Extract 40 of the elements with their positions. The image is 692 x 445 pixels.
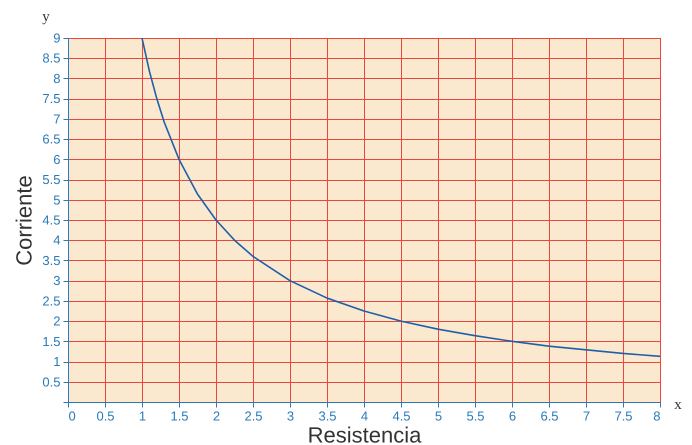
y-tick-label: 4.5 bbox=[42, 212, 60, 228]
x-tick-label: 0 bbox=[68, 408, 76, 424]
y-tick-label: 6.5 bbox=[42, 132, 60, 147]
y-tick-label: 2 bbox=[53, 314, 60, 329]
x-tick-label: 1.5 bbox=[170, 408, 189, 424]
y-tick-label: 8.5 bbox=[42, 50, 60, 66]
y-tick-label: 8 bbox=[53, 70, 60, 86]
x-tick-label: 7.5 bbox=[614, 408, 633, 424]
x-tick-label: 4 bbox=[360, 408, 368, 424]
x-tick-label: 0.5 bbox=[96, 408, 115, 424]
y-tick-label: 7.5 bbox=[42, 91, 60, 106]
x-tick-label: 6 bbox=[508, 408, 516, 424]
text: x bbox=[674, 397, 682, 413]
y-tick-label: 3.5 bbox=[42, 252, 60, 268]
x-tick-label: 5 bbox=[434, 408, 442, 424]
y-tick-label: 3 bbox=[53, 273, 60, 288]
y-tick-label: 7 bbox=[53, 111, 60, 126]
x-tick-label: 4.5 bbox=[392, 408, 411, 424]
line-series bbox=[141, 37, 661, 358]
y-tick-label: 1.5 bbox=[42, 334, 60, 349]
text: y bbox=[42, 9, 50, 25]
y-tick-label: 5 bbox=[53, 192, 60, 208]
x-tick-label: 8 bbox=[653, 408, 660, 424]
x-tick-label: 7 bbox=[582, 408, 590, 424]
x-tick-label: 5.5 bbox=[466, 408, 485, 424]
x-axis-title: Resistencia bbox=[308, 422, 422, 445]
y-tick-label: 1 bbox=[53, 354, 60, 370]
y-tick-label: 2.5 bbox=[42, 293, 60, 308]
x-tick-label: 1 bbox=[138, 408, 146, 424]
x-tick-label: 2 bbox=[212, 408, 220, 424]
x-tick-label: 3.5 bbox=[318, 408, 337, 424]
y-tick-label: 5.5 bbox=[42, 172, 60, 188]
y-tick-label: 6 bbox=[53, 152, 60, 167]
y-tick-label: 9 bbox=[53, 30, 60, 46]
y-tick-label: 4 bbox=[53, 232, 60, 248]
x-tick-label: 3 bbox=[286, 408, 294, 424]
x-tick-label: 6.5 bbox=[540, 408, 559, 424]
y-tick-label: 0.5 bbox=[42, 374, 60, 390]
x-tick-label: 2.5 bbox=[244, 408, 263, 424]
y-axis-title: Corriente bbox=[11, 175, 36, 266]
